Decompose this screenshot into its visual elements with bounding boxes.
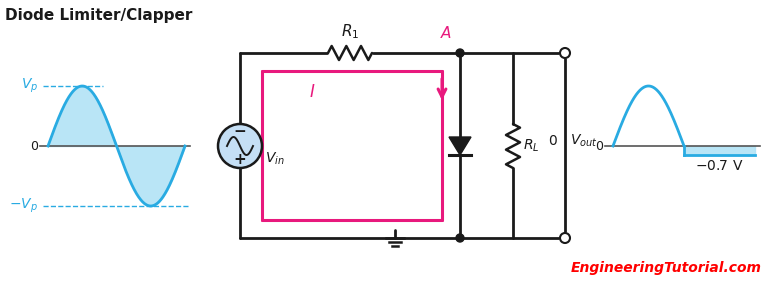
Text: Diode Limiter/Clapper: Diode Limiter/Clapper bbox=[5, 8, 192, 23]
Text: $-V_p$: $-V_p$ bbox=[9, 197, 38, 215]
Circle shape bbox=[456, 234, 464, 242]
Text: 0: 0 bbox=[30, 139, 38, 152]
Text: $I$: $I$ bbox=[309, 83, 315, 101]
Text: $V_{out}$: $V_{out}$ bbox=[570, 133, 598, 149]
Circle shape bbox=[560, 48, 570, 58]
Circle shape bbox=[218, 124, 262, 168]
Polygon shape bbox=[449, 137, 471, 155]
Text: $-0.7\ \mathrm{V}$: $-0.7\ \mathrm{V}$ bbox=[695, 159, 743, 173]
Text: −: − bbox=[233, 125, 247, 139]
Text: $R_L$: $R_L$ bbox=[523, 138, 539, 154]
Text: +: + bbox=[233, 152, 247, 168]
Text: EngineeringTutorial.com: EngineeringTutorial.com bbox=[571, 261, 762, 275]
Text: 0: 0 bbox=[595, 139, 603, 152]
Text: $V_p$: $V_p$ bbox=[21, 77, 38, 95]
Circle shape bbox=[456, 49, 464, 57]
Text: $A$: $A$ bbox=[440, 25, 452, 41]
Text: $V_{in}$: $V_{in}$ bbox=[265, 151, 285, 167]
Text: $R_1$: $R_1$ bbox=[341, 22, 359, 41]
Circle shape bbox=[560, 233, 570, 243]
Text: 0: 0 bbox=[548, 134, 557, 148]
